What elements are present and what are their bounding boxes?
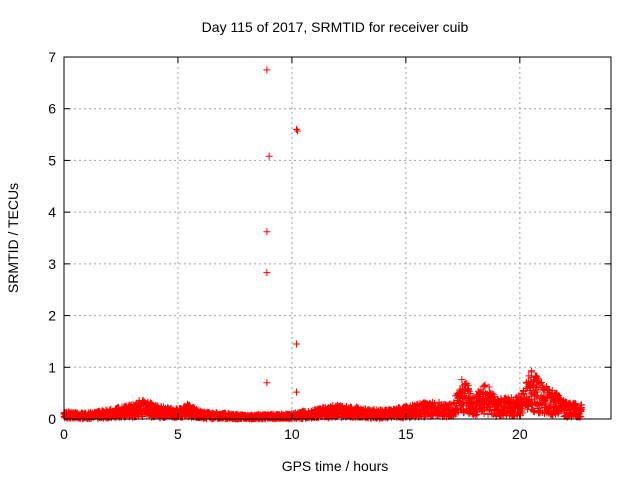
data-point xyxy=(473,410,481,418)
data-point xyxy=(519,409,527,417)
outlier-point xyxy=(294,127,302,135)
data-point xyxy=(499,410,507,418)
data-point xyxy=(488,410,496,418)
outlier-point xyxy=(292,125,300,133)
y-tick-label: 3 xyxy=(48,256,56,272)
x-tick-label: 0 xyxy=(60,426,68,442)
outlier-point xyxy=(292,340,300,348)
data-point xyxy=(546,403,554,411)
x-tick-label: 5 xyxy=(174,426,182,442)
y-axis-label: SRMTID / TECUs xyxy=(5,183,21,293)
data-point xyxy=(535,375,543,383)
grid-layer xyxy=(64,57,611,419)
outlier-point xyxy=(292,388,300,396)
y-tick-label: 2 xyxy=(48,308,56,324)
data-point xyxy=(463,380,471,388)
y-tick-label: 4 xyxy=(48,204,56,220)
y-tick-label: 0 xyxy=(48,411,56,427)
y-tick-label: 5 xyxy=(48,152,56,168)
chart-title: Day 115 of 2017, SRMTID for receiver cui… xyxy=(202,19,469,35)
outlier-point xyxy=(263,228,271,236)
data-point xyxy=(548,386,556,394)
data-point xyxy=(480,382,488,390)
plot-frame xyxy=(63,56,612,420)
data-point xyxy=(460,399,468,407)
outlier-point xyxy=(263,269,271,277)
data-point xyxy=(466,390,474,398)
data-point xyxy=(482,389,490,397)
data-point xyxy=(577,404,585,412)
y-tick-label: 7 xyxy=(48,49,56,65)
outlier-point xyxy=(263,379,271,387)
x-tick-label: 10 xyxy=(284,426,300,442)
data-point xyxy=(493,402,501,410)
data-point xyxy=(485,383,493,391)
ticks-layer: 0 1 2 3 4 5 6 7 0 5 10 15 20 xyxy=(48,49,611,442)
y-tick-label: 6 xyxy=(48,101,56,117)
x-axis-label: GPS time / hours xyxy=(282,458,389,474)
points-layer xyxy=(60,66,586,423)
data-point xyxy=(472,412,480,420)
x-tick-label: 20 xyxy=(512,426,528,442)
x-tick-label: 15 xyxy=(398,426,414,442)
data-point xyxy=(516,396,524,404)
outlier-point xyxy=(265,152,273,160)
data-point xyxy=(528,368,536,376)
data-point xyxy=(530,408,538,416)
data-point xyxy=(481,381,489,389)
data-point xyxy=(533,374,541,382)
outlier-point xyxy=(263,66,271,74)
data-point xyxy=(458,376,466,384)
data-point xyxy=(479,406,487,414)
data-point xyxy=(533,388,541,396)
y-tick-label: 1 xyxy=(48,359,56,375)
data-point xyxy=(430,399,438,407)
